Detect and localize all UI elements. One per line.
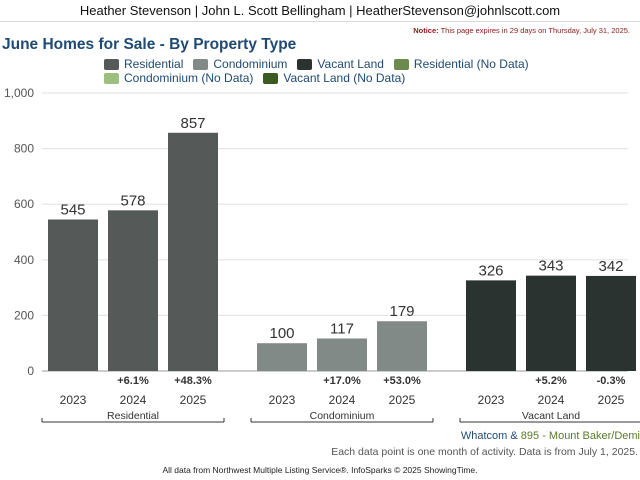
x-tick-label: 2024: [538, 393, 565, 407]
bar-value-label: 179: [389, 303, 414, 320]
x-tick-label: 2023: [269, 393, 296, 407]
change-label: +6.1%: [117, 375, 149, 387]
legend-item-condominium[interactable]: Condominium: [193, 57, 287, 71]
bar-value-label: 326: [478, 262, 503, 279]
bar: [108, 210, 158, 371]
legend-swatch: [104, 72, 119, 84]
x-tick-label: 2024: [329, 393, 356, 407]
bar-value-label: 578: [120, 192, 145, 209]
bar-value-label: 100: [269, 325, 294, 342]
change-label: +48.3%: [174, 375, 212, 387]
bar: [466, 280, 516, 371]
y-tick-label: 1,000: [4, 86, 34, 100]
bar-value-label: 343: [538, 258, 563, 275]
change-label: -0.3%: [597, 375, 626, 387]
legend-label: Vacant Land (No Data): [283, 71, 406, 85]
bar-value-label: 857: [180, 115, 205, 132]
y-tick-label: 0: [27, 364, 34, 378]
bar: [317, 338, 367, 371]
bar-value-label: 117: [330, 320, 354, 337]
change-label: +53.0%: [383, 375, 421, 387]
legend-item-residential-no-data[interactable]: Residential (No Data): [393, 57, 529, 71]
legend-item-vacant-land-no-data[interactable]: Vacant Land (No Data): [263, 71, 405, 85]
legend-item-vacant-land[interactable]: Vacant Land: [297, 57, 384, 71]
change-label: +5.2%: [535, 375, 567, 387]
legend-label: Residential: [124, 57, 184, 71]
expiry-notice: Notice: This page expires in 29 days on …: [413, 26, 630, 35]
legend-row-1: Residential Condominium Vacant Land Resi…: [104, 57, 529, 71]
legend-item-condominium-no-data[interactable]: Condominium (No Data): [104, 71, 253, 85]
y-tick-label: 200: [14, 308, 34, 322]
notice-label: Notice:: [413, 26, 439, 35]
y-tick-label: 800: [14, 142, 34, 156]
place-name: Whatcom: [460, 430, 508, 442]
x-tick-label: 2025: [598, 393, 625, 407]
x-tick-label: 2025: [180, 393, 207, 407]
legend-swatch: [297, 58, 313, 70]
y-tick-label: 600: [14, 197, 34, 211]
y-tick-label: 400: [14, 253, 34, 267]
legend-item-residential[interactable]: Residential: [104, 57, 183, 71]
x-tick-label: 2025: [389, 393, 416, 407]
legend-row-2: Condominium (No Data) Vacant Land (No Da…: [104, 71, 405, 85]
bar: [526, 275, 576, 371]
legend-swatch: [263, 72, 279, 84]
legend-label: Residential (No Data): [413, 57, 529, 71]
data-source-footer: All data from Northwest Multiple Listing…: [162, 465, 478, 475]
chart-title: June Homes for Sale - By Property Type: [2, 36, 297, 53]
bar-value-label: 342: [598, 258, 623, 275]
change-label: +17.0%: [323, 375, 361, 387]
group-label: Condominium: [310, 410, 375, 422]
agent-header: Heather Stevenson | John L. Scott Bellin…: [0, 0, 640, 22]
bar: [586, 275, 636, 371]
legend-label: Vacant Land: [317, 57, 384, 71]
bar: [48, 219, 98, 371]
place-joiner: &: [507, 430, 521, 442]
group-label: Residential: [107, 410, 159, 422]
data-period-note: Each data point is one month of activity…: [331, 446, 638, 458]
municipality-name: 895 - Mount Baker/Demi: [520, 430, 640, 442]
legend-label: Condominium: [213, 57, 288, 71]
geography-note: Whatcom & 895 - Mount Baker/Demi: [461, 430, 640, 442]
x-tick-label: 2024: [120, 393, 147, 407]
bar: [168, 132, 218, 371]
group-label: Vacant Land: [522, 410, 580, 422]
legend-swatch: [104, 58, 119, 70]
x-tick-label: 2023: [60, 393, 87, 407]
legend-swatch: [393, 58, 409, 70]
notice-text: This page expires in 29 days on Thursday…: [438, 26, 630, 35]
bar-value-label: 545: [60, 201, 85, 218]
legend-swatch: [193, 58, 209, 70]
bar: [377, 321, 427, 371]
bar-chart: 0 200 400 600 800 1,000 545 2023 578 +6.1% 2024 857…: [4, 86, 640, 423]
bar: [257, 343, 307, 371]
x-tick-label: 2023: [478, 393, 505, 407]
legend-label: Condominium (No Data): [124, 71, 254, 85]
